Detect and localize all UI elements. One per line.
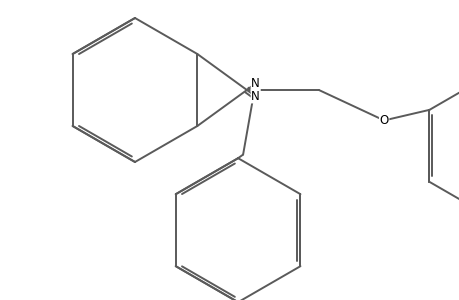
Text: O: O — [379, 114, 388, 127]
Text: N: N — [251, 77, 259, 90]
Text: N: N — [251, 90, 259, 103]
